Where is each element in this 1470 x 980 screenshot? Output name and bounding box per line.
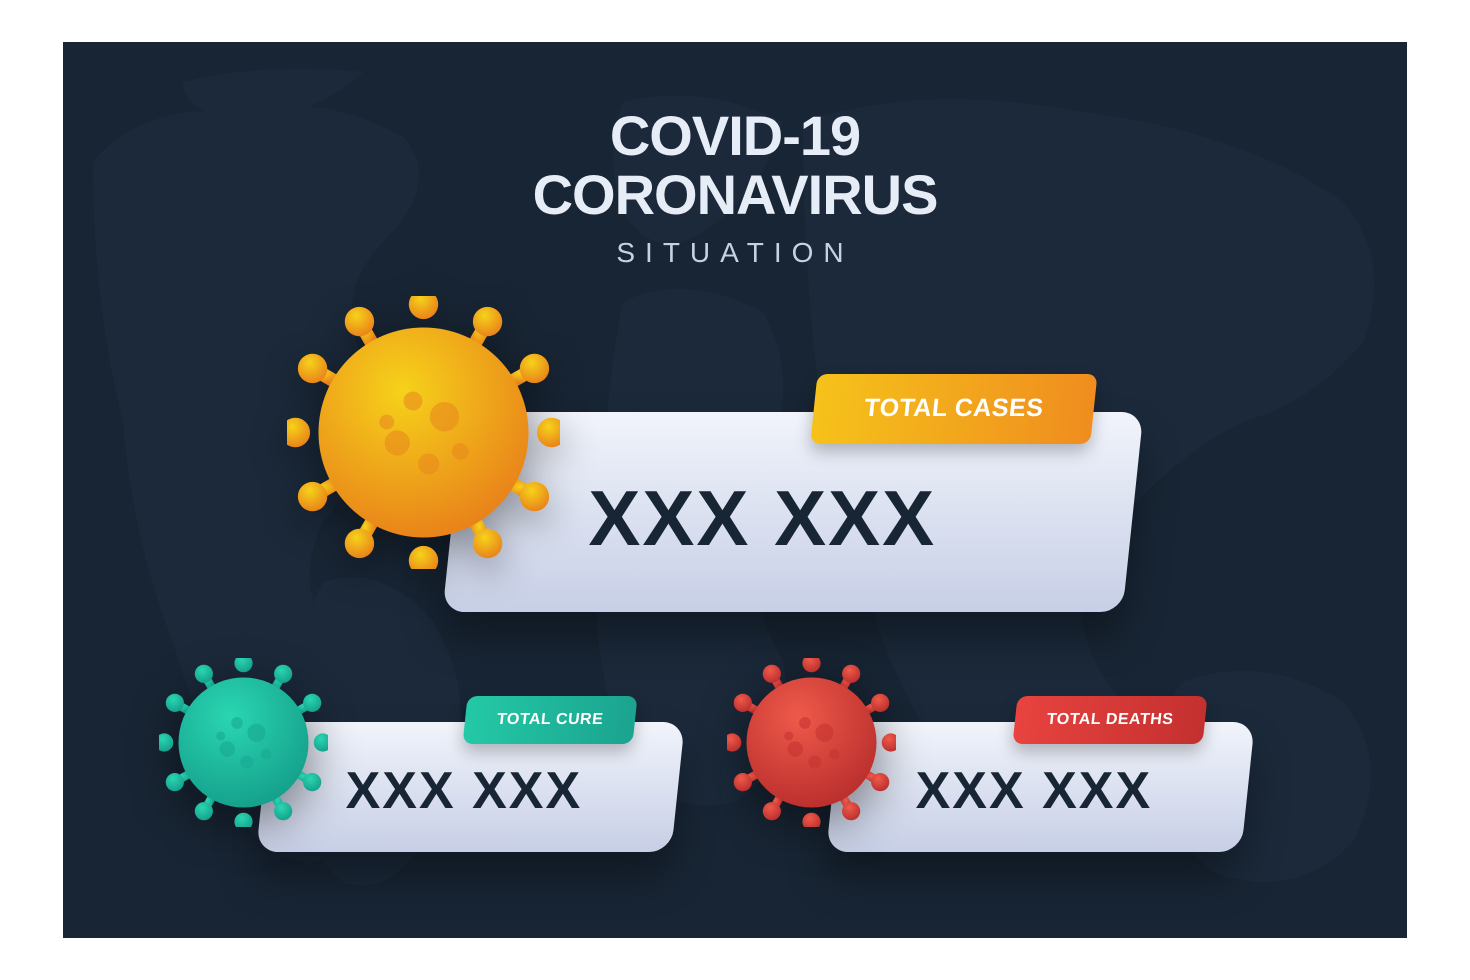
value-total-deaths: XXX XXX [916,761,1153,821]
badge-label: TOTAL DEATHS [1046,711,1174,729]
value-total-cure: XXX XXX [346,761,583,821]
value-total-cases: XXX XXX [588,473,936,564]
stage: COVID-19 CORONAVIRUS SITUATION TOTAL CAS… [63,42,1407,938]
title-block: COVID-19 CORONAVIRUS SITUATION [63,107,1407,269]
canvas: COVID-19 CORONAVIRUS SITUATION TOTAL CAS… [0,0,1470,980]
badge-total-cure: TOTAL CURE [463,696,638,744]
badge-label: TOTAL CURE [496,711,604,729]
badge-total-deaths: TOTAL DEATHS [1013,696,1208,744]
title-line-1: COVID-19 [63,107,1407,166]
virus-icon-deaths [727,658,896,827]
virus-icon-cure [159,658,328,827]
virus-icon-cases [287,296,560,569]
title-line-2: CORONAVIRUS [63,166,1407,225]
badge-label: TOTAL CASES [863,394,1045,423]
badge-total-cases: TOTAL CASES [810,374,1097,444]
subtitle: SITUATION [63,237,1407,269]
